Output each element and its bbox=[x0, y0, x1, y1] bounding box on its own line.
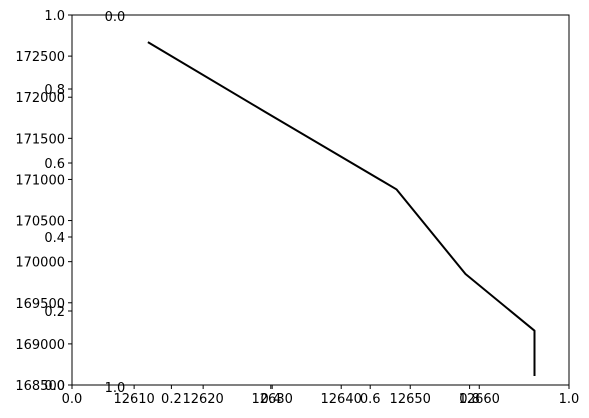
y-tick-label: 169500 bbox=[15, 297, 65, 312]
x-tick-label: 12620 bbox=[182, 392, 223, 407]
plot-area bbox=[71, 14, 570, 386]
overlay-left-tick-label: 0.4 bbox=[44, 231, 65, 246]
series-line bbox=[147, 41, 536, 376]
y-tick-label: 172000 bbox=[15, 91, 65, 106]
series-point bbox=[395, 188, 397, 190]
overlay-bottom-tick-label: 0.2 bbox=[161, 392, 182, 407]
series-point bbox=[464, 273, 466, 275]
overlay-left-tick-label: 1.0 bbox=[44, 9, 65, 24]
x-tick-label: 12610 bbox=[113, 392, 154, 407]
stray-labels: 0.0 1.0 bbox=[105, 10, 126, 396]
y-tick-label: 171500 bbox=[15, 132, 65, 147]
y-tick-label: 170500 bbox=[15, 215, 65, 230]
y-tick-label: 171000 bbox=[15, 173, 65, 188]
stray-top-label: 0.0 bbox=[105, 10, 126, 25]
series-point bbox=[533, 330, 535, 332]
series-point bbox=[264, 111, 266, 113]
y-tick-label: 168500 bbox=[15, 379, 65, 394]
stray-bottom-label: 1.0 bbox=[105, 381, 126, 396]
overlay-left-tick-label: 0.8 bbox=[44, 83, 65, 98]
overlay-bottom-tick-label: 1.0 bbox=[559, 392, 580, 407]
overlay-bottom-tick-label: 0.6 bbox=[360, 392, 381, 407]
overlay-bottom-tick-label: 0.4 bbox=[260, 392, 281, 407]
overlay-left-tick-label: 0.2 bbox=[44, 305, 65, 320]
y-tick-label: 170000 bbox=[15, 256, 65, 271]
overlay-bottom-tick-label: 0.8 bbox=[459, 392, 480, 407]
x-tick-label: 12660 bbox=[459, 392, 500, 407]
x-tick-label: 12640 bbox=[321, 392, 362, 407]
y-tick-label: 172500 bbox=[15, 50, 65, 65]
overlay-left-tick-label: 0.0 bbox=[44, 379, 65, 394]
x-tick-label: 12650 bbox=[390, 392, 431, 407]
series-point bbox=[533, 375, 535, 377]
x-tick-label: 12630 bbox=[252, 392, 293, 407]
x-axis-ticks: 12610 12620 12630 12640 12650 12660 bbox=[113, 385, 500, 407]
y-axis-ticks: 168500 169000 169500 170000 170500 171000 1715… bbox=[15, 50, 72, 394]
overlay-axis-ticks: 0.00.00.20.20.40.40.60.60.80.81.01.0 bbox=[44, 9, 579, 407]
series-point bbox=[147, 41, 149, 43]
overlay-left-tick-label: 0.6 bbox=[44, 157, 65, 172]
overlay-bottom-tick-label: 0.0 bbox=[62, 392, 83, 407]
y-tick-label: 169000 bbox=[15, 338, 65, 353]
